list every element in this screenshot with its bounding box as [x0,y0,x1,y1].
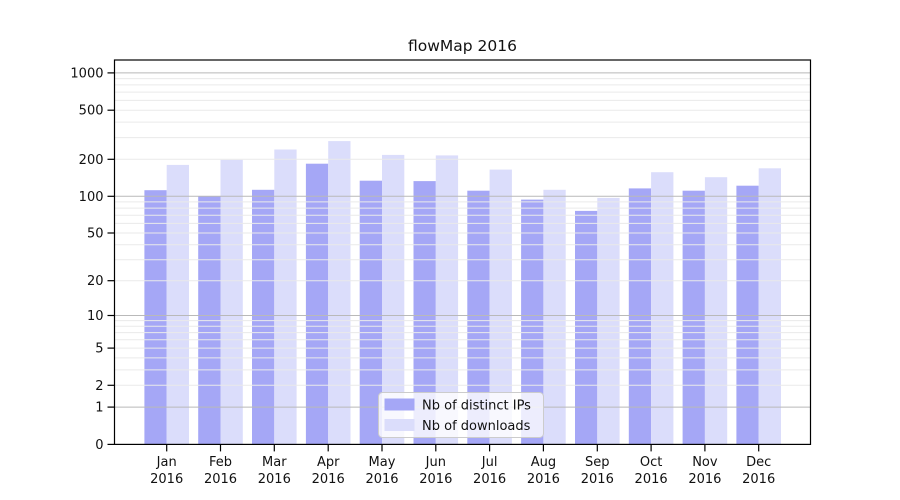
y-tick-label-100: 100 [79,190,104,205]
x-tick-label-month-jul: Jul [481,455,498,470]
bars-layer [144,141,781,445]
y-tick-label-20: 20 [87,274,104,289]
x-tick-label-month-jan: Jan [156,455,177,470]
bar-sep-distinct-ips [575,210,598,445]
y-tick-label-2: 2 [95,379,103,394]
y-tick-label-10: 10 [87,309,104,324]
x-tick-label-month-jun: Jun [425,455,446,470]
bar-oct-distinct-ips [628,188,652,445]
bar-mar-downloads [274,149,297,445]
x-tick-label-month-may: May [369,455,396,470]
bar-aug-distinct-ips [521,199,544,445]
chart-title: flowMap 2016 [408,37,517,55]
bar-may-distinct-ips [359,180,382,445]
legend-label-distinct-ips: Nb of distinct IPs [422,399,531,414]
bar-apr-distinct-ips [305,163,329,445]
plot-frame [113,59,812,445]
x-tick-label-month-dec: Dec [746,455,771,470]
x-tick-label-year-dec: 2016 [742,472,775,487]
x-tick-label-year-sep: 2016 [581,472,614,487]
y-tick-label-1: 1 [95,401,103,416]
legend-swatch-downloads [384,419,415,431]
x-tick-label-year-jun: 2016 [419,472,452,487]
x-tick-label-month-sep: Sep [585,455,610,470]
axes-layer: 0 1 2 5 10 20 50 100 200 500 1000 Jan 2016 Feb 2016 Mar… [70,59,812,487]
x-tick-label-year-feb: 2016 [204,472,237,487]
bar-aug-downloads [543,189,566,445]
y-tick-label-1000: 1000 [70,66,103,81]
x-tick-label-year-mar: 2016 [258,472,291,487]
bar-nov-distinct-ips [682,190,705,445]
bar-nov-downloads [704,177,728,445]
bar-jun-distinct-ips [413,181,436,445]
bar-feb-downloads [220,159,243,445]
y-tick-label-0: 0 [95,438,103,453]
x-tick-label-year-aug: 2016 [527,472,560,487]
legend-box [378,392,544,438]
bar-may-downloads [382,154,405,445]
bar-dec-downloads [758,168,781,445]
x-tick-label-month-feb: Feb [209,455,232,470]
bar-jan-downloads [166,164,189,445]
gridlines-layer [114,72,811,408]
x-tick-label-year-nov: 2016 [688,472,721,487]
x-tick-label-month-nov: Nov [692,455,718,470]
legend: Nb of distinct IPs Nb of downloads [378,392,544,438]
bar-oct-downloads [651,172,674,445]
x-tick-label-month-oct: Oct [640,455,662,470]
bar-jul-downloads [489,169,512,445]
x-tick-label-year-oct: 2016 [635,472,668,487]
x-tick-label-month-aug: Aug [531,455,556,470]
x-tick-label-year-may: 2016 [365,472,398,487]
y-tick-label-500: 500 [79,104,104,119]
bar-mar-distinct-ips [252,189,275,445]
x-tick-label-month-mar: Mar [262,455,287,470]
bar-jan-distinct-ips [144,190,167,445]
x-tick-label-year-jul: 2016 [473,472,506,487]
bar-jun-downloads [435,155,459,445]
bar-apr-downloads [328,141,351,445]
x-tick-label-year-apr: 2016 [312,472,345,487]
x-tick-label-year-jan: 2016 [150,472,183,487]
legend-label-downloads: Nb of downloads [422,419,531,434]
y-tick-label-50: 50 [87,227,104,242]
y-tick-label-5: 5 [95,342,103,357]
x-tick-label-month-apr: Apr [317,455,340,470]
y-tick-label-200: 200 [79,153,104,168]
legend-swatch-distinct-ips [384,398,415,411]
bar-jul-distinct-ips [467,190,490,445]
